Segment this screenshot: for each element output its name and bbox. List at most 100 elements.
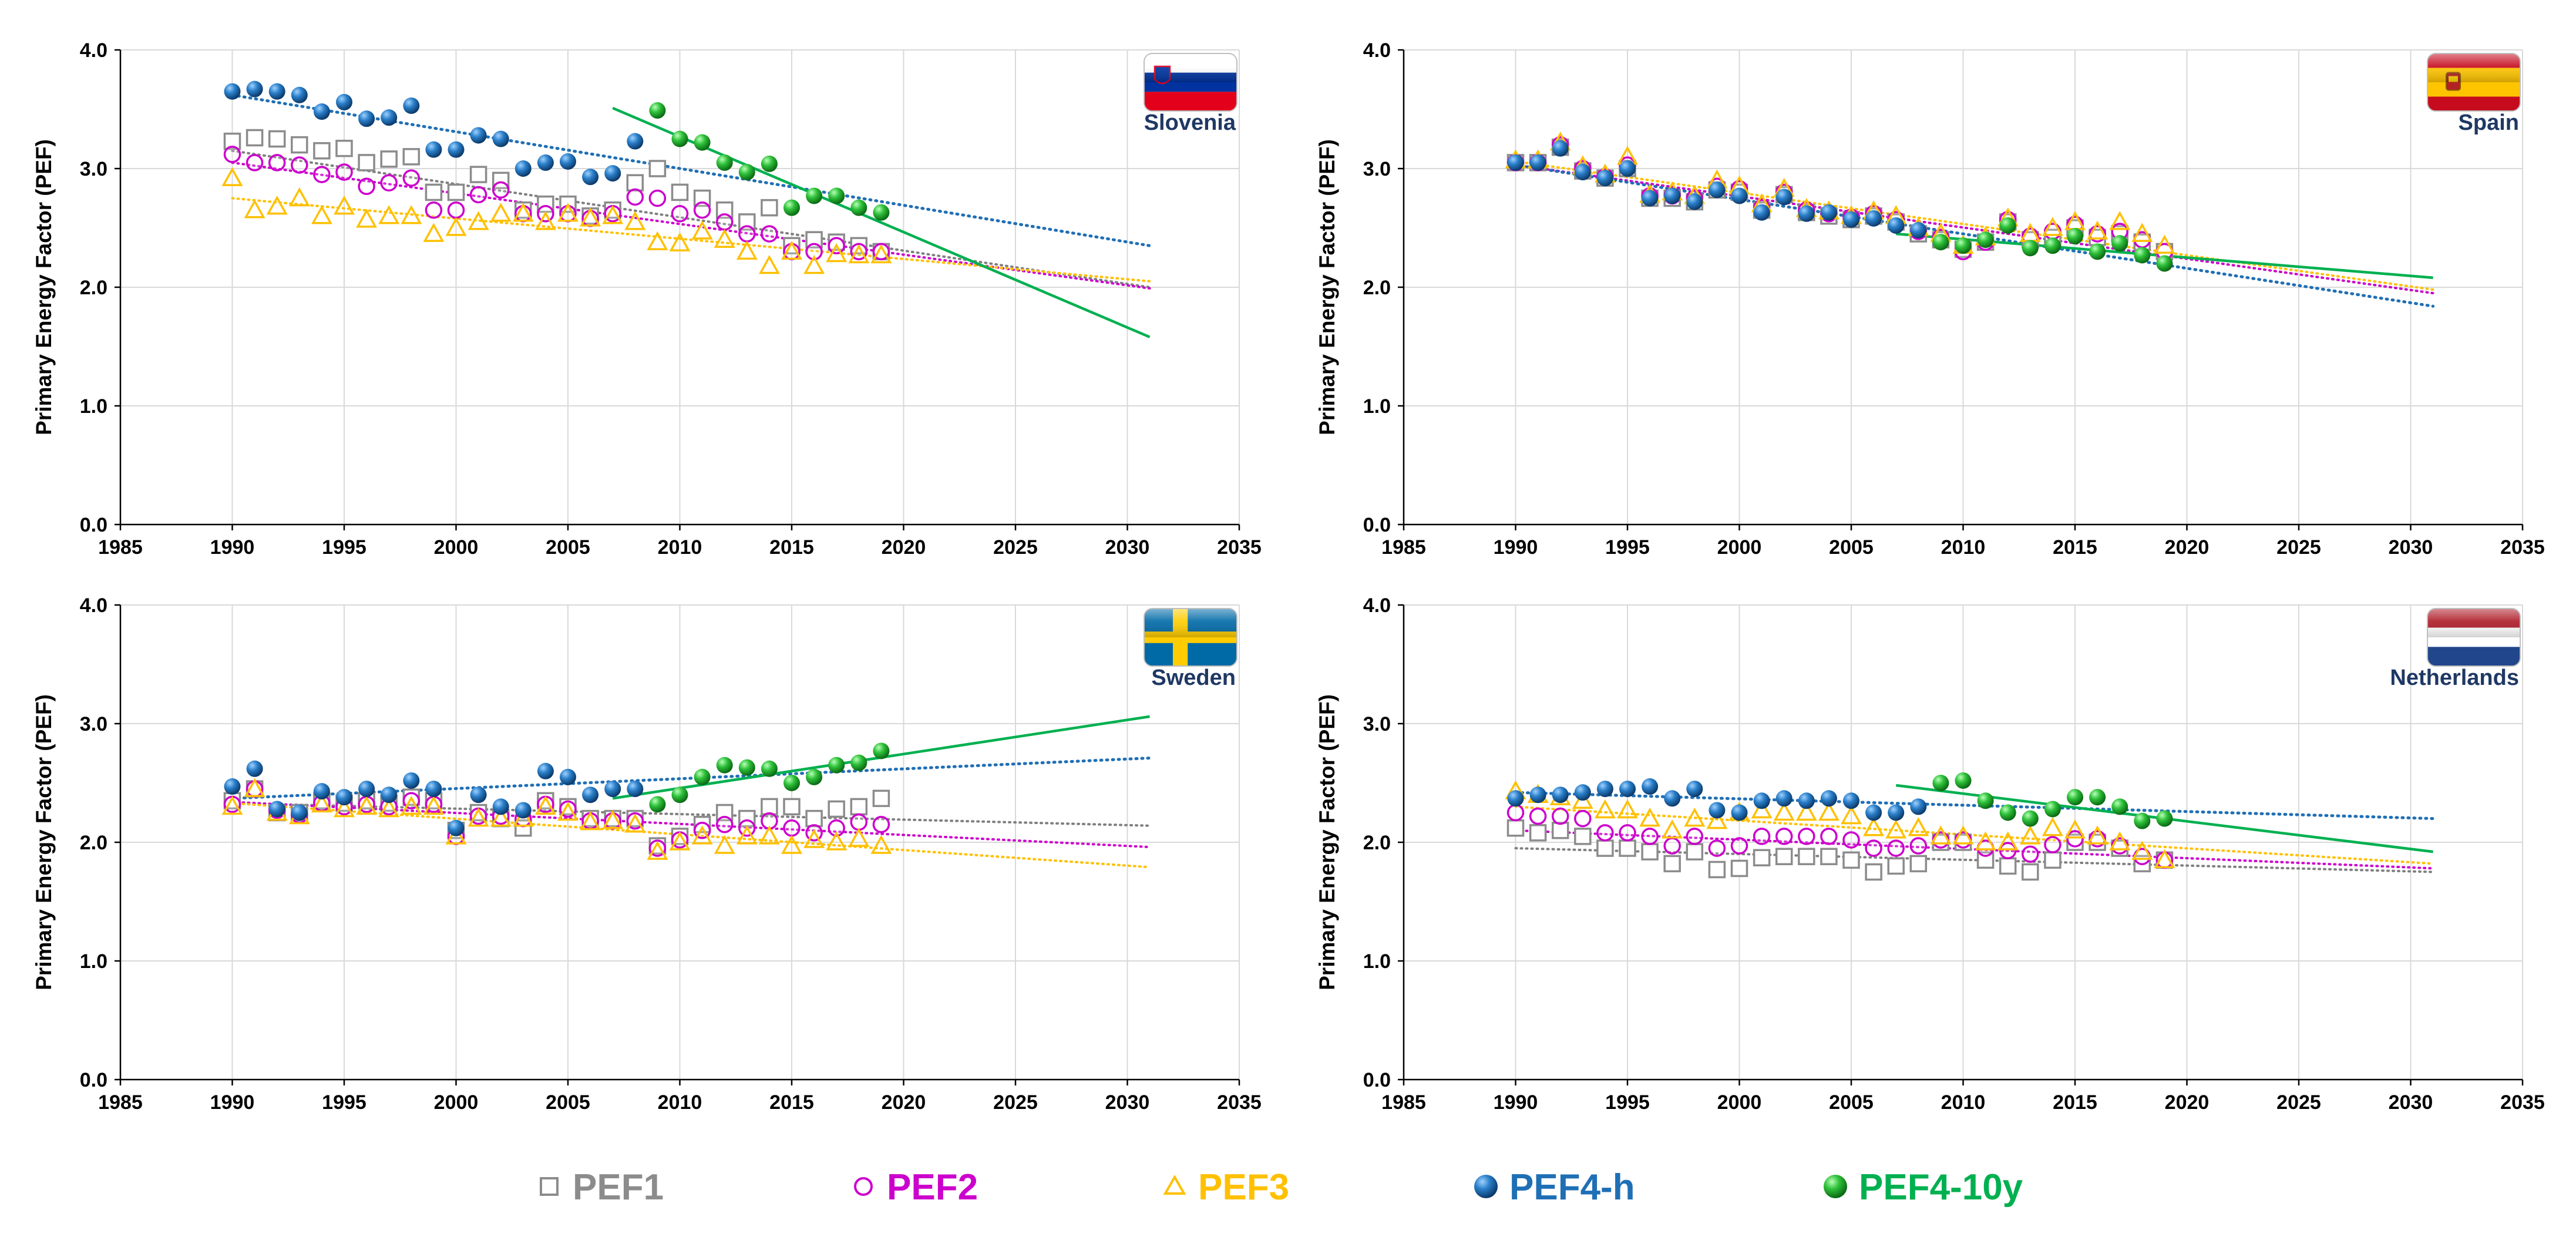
data-point-pef2 <box>1753 828 1771 845</box>
data-point-pef4-10y <box>2111 235 2128 252</box>
legend-item-pef4-10y: PEF4-10y <box>1824 1167 2023 1208</box>
x-tick-label: 2010 <box>658 1091 702 1114</box>
data-point-pef4-10y <box>1932 775 1949 791</box>
data-point-pef2 <box>1820 828 1838 845</box>
data-point-pef2 <box>648 839 667 857</box>
data-point-pef4-h <box>470 786 487 804</box>
data-point-pef3 <box>1841 805 1862 825</box>
data-point-pef4-h <box>1753 792 1770 809</box>
data-point-pef3 <box>2131 841 2153 860</box>
data-point-pef4-10y <box>761 760 778 777</box>
x-tick-label: 2000 <box>434 536 479 559</box>
data-point-pef3 <box>602 810 624 829</box>
data-point-pef2 <box>2044 836 2062 853</box>
data-point-pef4-h <box>537 154 554 171</box>
legend-item-pef3: PEF3 <box>1163 1167 1289 1208</box>
series-pef2 <box>223 146 890 261</box>
data-point-pef3 <box>2109 211 2131 230</box>
data-point-pef3 <box>647 841 668 860</box>
data-point-pef3 <box>1997 831 2019 851</box>
data-point-pef3 <box>534 211 556 230</box>
data-point-pef4-h <box>582 169 599 186</box>
data-point-pef3 <box>1908 817 1929 836</box>
data-point-pef4-10y <box>738 164 755 181</box>
y-tick-label: 4.0 <box>1363 594 1391 617</box>
trendline-pef2 <box>1514 163 2434 295</box>
data-point-pef4-10y <box>716 757 733 774</box>
x-tick-label: 2010 <box>1941 1091 1986 1114</box>
data-point-pef3 <box>1975 831 1996 851</box>
data-point-pef3 <box>669 831 691 851</box>
data-point-pef2 <box>648 189 667 207</box>
sweden-flag-icon <box>1144 609 1237 666</box>
data-point-pef3 <box>2154 234 2175 254</box>
data-point-pef2 <box>872 243 890 261</box>
data-point-pef3 <box>781 835 802 854</box>
data-point-pef3 <box>1885 819 1907 839</box>
netherlands-flag-icon <box>2427 609 2520 666</box>
x-tick-label: 2015 <box>2053 536 2097 559</box>
data-point-pef3 <box>221 795 243 815</box>
data-point-pef3 <box>378 205 400 224</box>
data-point-pef2 <box>715 213 734 231</box>
x-tick-label: 2035 <box>1217 536 1262 559</box>
data-point-pef3 <box>758 825 780 845</box>
data-point-pef3 <box>468 807 489 827</box>
data-point-pef2 <box>671 205 689 223</box>
data-point-pef2 <box>1708 839 1726 857</box>
x-tick-label: 1995 <box>1605 536 1650 559</box>
data-point-pef1 <box>1909 855 1928 873</box>
x-tick-label: 2035 <box>2500 536 2545 559</box>
data-point-pef4-10y <box>2044 801 2061 818</box>
data-point-pef2 <box>492 181 510 199</box>
gridlines <box>1403 49 2523 525</box>
data-point-pef3 <box>288 187 310 207</box>
data-point-pef1 <box>1820 848 1838 865</box>
legend-ball-marker <box>1474 1175 1498 1198</box>
legend-label: PEF4-10y <box>1859 1167 2023 1208</box>
data-point-pef2 <box>1506 804 1525 822</box>
data-point-pef4-10y <box>694 768 711 785</box>
data-point-pef1 <box>1551 822 1569 839</box>
data-point-pef4-10y <box>850 754 867 771</box>
legend-label: PEF4-h <box>1509 1167 1635 1208</box>
data-point-pef4-h <box>582 786 599 804</box>
data-point-pef2 <box>1641 828 1659 845</box>
y-tick-label: 3.0 <box>1363 713 1391 735</box>
data-point-pef1 <box>447 183 465 201</box>
data-point-pef3 <box>334 196 355 215</box>
data-point-pef1 <box>380 150 398 168</box>
data-point-pef4-10y <box>873 204 890 221</box>
data-point-pef1 <box>402 148 421 166</box>
trend-lines <box>1514 160 2435 308</box>
data-point-pef4-10y <box>806 768 823 785</box>
x-tick-label: 1995 <box>322 1091 366 1114</box>
data-point-pef3 <box>557 801 579 821</box>
data-point-pef3 <box>624 211 646 230</box>
chart-panel-spain: 1985 1990 1995 2000 2005 2010 2015 2020 2025 2030… <box>1315 39 2545 559</box>
data-point-pef4-h <box>1798 792 1815 809</box>
x-tick-label: 1990 <box>1494 536 1538 559</box>
data-point-pef4-h <box>1574 164 1591 181</box>
data-point-pef3 <box>624 814 646 833</box>
data-point-pef3 <box>401 205 422 224</box>
trendline-pef3 <box>231 197 1151 283</box>
data-point-pef3 <box>580 811 601 831</box>
y-tick-label: 1.0 <box>80 950 107 973</box>
data-point-pef4-h <box>1798 205 1815 222</box>
data-point-pef1 <box>626 174 644 191</box>
data-point-pef3 <box>401 795 422 815</box>
y-axis-title: Primary Energy Factor (PEF) <box>32 694 56 990</box>
data-point-pef3 <box>602 205 624 224</box>
country-label: Spain <box>2459 110 2519 135</box>
data-point-pef2 <box>2066 830 2084 848</box>
x-tick-label: 2030 <box>1105 536 1150 559</box>
data-point-pef3 <box>1751 799 1773 819</box>
data-point-pef2 <box>626 188 644 206</box>
data-point-pef2 <box>1574 809 1592 828</box>
data-point-pef4-h <box>1619 781 1636 798</box>
x-tick-label: 2020 <box>882 536 926 559</box>
data-point-pef1 <box>2022 863 2039 881</box>
y-tick-label: 3.0 <box>80 158 107 180</box>
data-point-pef2 <box>1596 824 1614 842</box>
